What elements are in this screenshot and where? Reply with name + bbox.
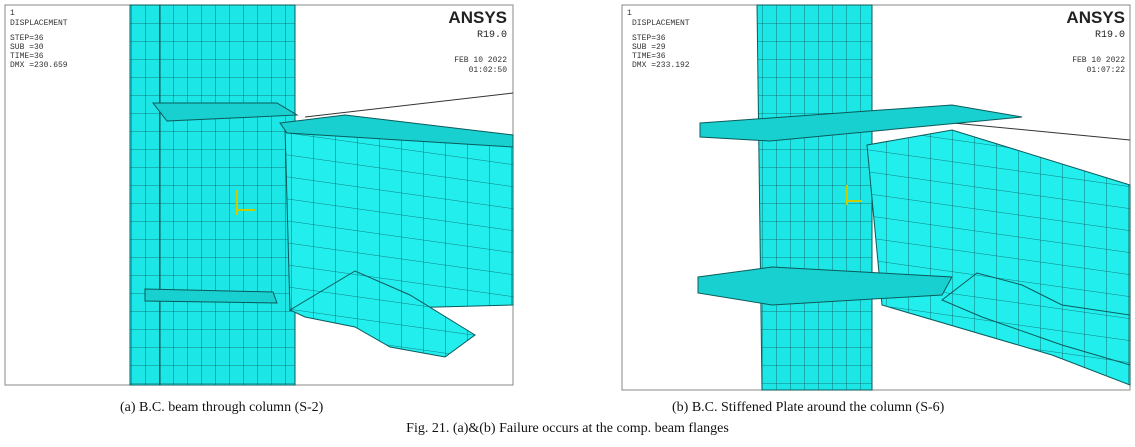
info-line: TIME=36 bbox=[10, 52, 44, 61]
figure-panels: 1 DISPLACEMENT STEP=36 SUB =30 TIME=36 D… bbox=[0, 0, 1135, 400]
version: R19.0 bbox=[1095, 30, 1125, 41]
column bbox=[757, 5, 872, 390]
info-line: STEP=36 bbox=[10, 34, 44, 43]
version: R19.0 bbox=[477, 30, 507, 41]
info-line: DISPLACEMENT bbox=[632, 19, 690, 28]
figure-page: 1 DISPLACEMENT STEP=36 SUB =30 TIME=36 D… bbox=[0, 0, 1135, 447]
info-line: DISPLACEMENT bbox=[10, 19, 68, 28]
info-line: TIME=36 bbox=[632, 52, 666, 61]
logo: ANSYS bbox=[1066, 8, 1125, 27]
panel-caption: (b) B.C. Stiffened Plate around the colu… bbox=[672, 400, 944, 416]
info-line: DMX =230.659 bbox=[10, 61, 68, 70]
panel-caption: (a) B.C. beam through column (S-2) bbox=[120, 400, 323, 416]
panel-b: 1 DISPLACEMENT STEP=36 SUB =29 TIME=36 D… bbox=[622, 5, 1130, 390]
info-line: SUB =30 bbox=[10, 43, 44, 52]
window-number: 1 bbox=[627, 9, 632, 18]
info-line: DMX =233.192 bbox=[632, 61, 690, 70]
time: 01:02:50 bbox=[469, 66, 508, 75]
window-number: 1 bbox=[10, 9, 15, 18]
figure-caption: Fig. 21. (a)&(b) Failure occurs at the c… bbox=[0, 421, 1135, 437]
panel-a: 1 DISPLACEMENT STEP=36 SUB =30 TIME=36 D… bbox=[5, 5, 513, 385]
info-line: STEP=36 bbox=[632, 34, 666, 43]
column-web bbox=[160, 5, 295, 385]
beam bbox=[285, 127, 513, 311]
date: FEB 10 2022 bbox=[454, 56, 507, 65]
logo: ANSYS bbox=[448, 8, 507, 27]
time: 01:07:22 bbox=[1087, 66, 1126, 75]
info-line: SUB =29 bbox=[632, 43, 666, 52]
date: FEB 10 2022 bbox=[1072, 56, 1125, 65]
